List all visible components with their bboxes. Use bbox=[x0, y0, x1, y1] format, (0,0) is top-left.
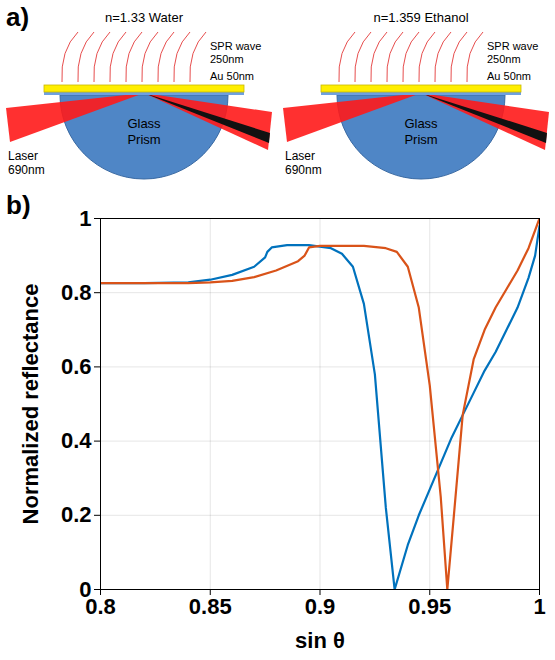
svg-text:250nm: 250nm bbox=[210, 53, 244, 65]
svg-text:sin θ: sin θ bbox=[295, 628, 345, 653]
svg-text:690nm: 690nm bbox=[8, 163, 45, 177]
svg-text:Glass: Glass bbox=[127, 116, 161, 131]
svg-text:Normalized reflectance: Normalized reflectance bbox=[18, 284, 43, 525]
svg-text:250nm: 250nm bbox=[487, 53, 521, 65]
svg-text:690nm: 690nm bbox=[285, 163, 322, 177]
svg-text:0: 0 bbox=[79, 576, 92, 602]
svg-text:0.4: 0.4 bbox=[61, 428, 92, 453]
svg-text:0.8: 0.8 bbox=[61, 280, 92, 305]
svg-text:Glass: Glass bbox=[404, 116, 438, 131]
svg-text:Prism: Prism bbox=[404, 132, 437, 147]
svg-text:0.9: 0.9 bbox=[305, 594, 336, 619]
svg-text:0.95: 0.95 bbox=[408, 594, 451, 619]
svg-text:0.6: 0.6 bbox=[61, 354, 92, 379]
svg-text:a): a) bbox=[6, 2, 29, 32]
svg-text:SPR wave: SPR wave bbox=[487, 40, 538, 52]
svg-text:Au 50nm: Au 50nm bbox=[210, 70, 254, 82]
svg-text:SPR wave: SPR wave bbox=[210, 40, 261, 52]
svg-text:1: 1 bbox=[79, 206, 91, 231]
html-text:b): b) bbox=[6, 190, 31, 220]
svg-text:0.85: 0.85 bbox=[189, 594, 232, 619]
svg-text:Prism: Prism bbox=[127, 132, 160, 147]
svg-text:n=1.33 Water: n=1.33 Water bbox=[105, 10, 184, 25]
svg-text:n=1.359 Ethanol: n=1.359 Ethanol bbox=[373, 10, 468, 25]
svg-text:Laser: Laser bbox=[285, 149, 315, 163]
svg-text:Au 50nm: Au 50nm bbox=[487, 70, 531, 82]
svg-text:Laser: Laser bbox=[8, 149, 38, 163]
svg-text:0.2: 0.2 bbox=[61, 502, 92, 527]
svg-text:0.8: 0.8 bbox=[85, 594, 116, 619]
svg-text:1: 1 bbox=[533, 594, 545, 619]
